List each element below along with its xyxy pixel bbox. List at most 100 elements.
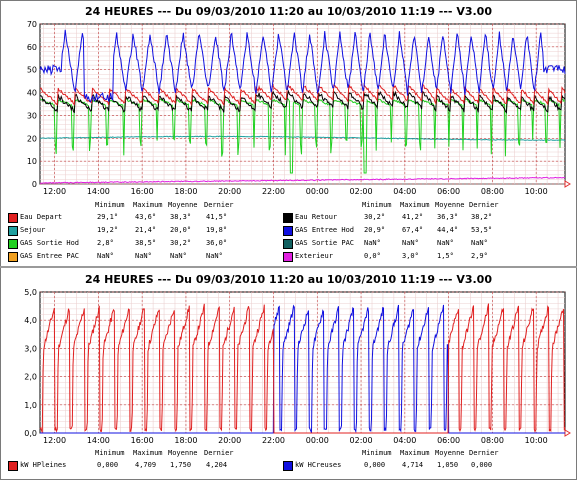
legend-value-dernier: 53,5° <box>471 226 493 234</box>
legend-header-maximum: Maximum <box>400 201 430 209</box>
legend-value-moyenne: 1,050 <box>437 461 459 469</box>
legend-header-moyenne: Moyenne <box>435 201 465 209</box>
legend-series-name: GAS Entree Hod <box>295 226 355 234</box>
power-y-tick-label: 2,0 <box>24 373 37 382</box>
legend-value-maximum: 67,4° <box>402 226 424 234</box>
legend-series-name: kW HCreuses <box>295 461 342 469</box>
legend-value-dernier: 0,000 <box>471 461 493 469</box>
legend-value-moyenne: 38,3° <box>170 213 192 221</box>
temperature-chart-title: 24 HEURES --- Du 09/03/2010 11:20 au 10/… <box>85 5 492 18</box>
power-x-tick-label: 14:00 <box>87 436 110 445</box>
legend-value-minimum: NaN° <box>364 239 381 247</box>
temperature-y-tick-label: 0 <box>32 180 37 189</box>
legend-item-exterieur: Exterieur 0,0° 3,0° 1,5° 2,9° <box>0 251 577 262</box>
legend-item-gas-sortie-pac: GAS Sortie PAC NaN° NaN° NaN° NaN° <box>0 238 577 249</box>
legend-value-dernier: 38,2° <box>471 213 493 221</box>
power-y-tick-label: 3,0 <box>24 344 37 353</box>
legend-header-moyenne: Moyenne <box>435 449 465 457</box>
series-line-exterieur <box>40 176 566 184</box>
temperature-x-tick-label: 04:00 <box>393 187 416 196</box>
legend-value-minimum: 0,0° <box>364 252 381 260</box>
legend-item-eau-depart: Eau Depart 29,1° 43,6° 38,3° 41,5° <box>0 212 577 223</box>
power-plot-area <box>39 291 566 434</box>
power-chart: 0,0 1,0 2,0 3,0 4,0 5,0 12:00 14:00 16:00 18:00 20… <box>24 288 571 445</box>
series-line-kw-hpleines <box>39 303 566 434</box>
legend-value-maximum: 4,709 <box>135 461 157 469</box>
legend-item-sejour: Sejour 19,2° 21,4° 20,0° 19,8° <box>0 225 577 236</box>
legend-value-dernier: 19,8° <box>206 226 228 234</box>
power-y-tick-label: 5,0 <box>24 288 37 297</box>
power-x-tick-label: 22:00 <box>262 436 285 445</box>
legend-value-maximum: 21,4° <box>135 226 157 234</box>
power-x-tick-label: 00:00 <box>306 436 329 445</box>
power-x-tick-label: 18:00 <box>174 436 197 445</box>
legend-series-name: GAS Sortie Hod <box>20 239 80 247</box>
legend-header-maximum: Maximum <box>400 449 430 457</box>
temperature-y-tick-label: 50 <box>27 66 37 75</box>
legend-value-moyenne: 36,3° <box>437 213 459 221</box>
legend-series-name: Sejour <box>20 226 46 234</box>
temperature-x-tick-label: 06:00 <box>437 187 460 196</box>
temperature-x-tick-label: 18:00 <box>174 187 197 196</box>
legend-item-gas-entree-pac: GAS Entree PAC NaN° NaN° NaN° NaN° <box>0 251 577 262</box>
legend-value-dernier: 36,0° <box>206 239 228 247</box>
temperature-x-tick-label: 08:00 <box>481 187 504 196</box>
legend-swatch <box>283 252 293 262</box>
legend-value-minimum: 0,000 <box>364 461 386 469</box>
legend-value-moyenne: NaN° <box>170 252 187 260</box>
temperature-x-tick-label: 14:00 <box>87 187 110 196</box>
power-x-tick-label: 16:00 <box>131 436 154 445</box>
power-x-tick-label: 12:00 <box>43 436 66 445</box>
legend-series-name: GAS Sortie PAC <box>295 239 355 247</box>
temperature-y-tick-label: 30 <box>27 111 37 120</box>
temperature-x-tick-label: 20:00 <box>218 187 241 196</box>
temperature-legend: Minimum Maximum Moyenne Dernier Minimum Maxim… <box>0 201 577 265</box>
legend-series-name: GAS Entree PAC <box>20 252 80 260</box>
legend-value-dernier: NaN° <box>206 252 223 260</box>
legend-header-minimum: Minimum <box>362 449 392 457</box>
legend-header-minimum: Minimum <box>95 449 125 457</box>
legend-value-dernier: 4,204 <box>206 461 228 469</box>
temperature-y-tick-label: 40 <box>27 89 37 98</box>
legend-value-moyenne: NaN° <box>437 239 454 247</box>
legend-value-minimum: 29,1° <box>97 213 119 221</box>
power-x-axis-arrow <box>564 429 571 437</box>
legend-swatch <box>283 226 293 236</box>
power-chart-title: 24 HEURES --- Du 09/03/2010 11:20 au 10/… <box>85 273 492 286</box>
legend-header-maximum: Maximum <box>133 201 163 209</box>
series-line-eau-depart <box>39 83 566 107</box>
legend-swatch <box>283 461 293 471</box>
legend-value-maximum: 41,2° <box>402 213 424 221</box>
legend-item-eau-retour: Eau Retour 30,2° 41,2° 36,3° 38,2° <box>0 212 577 223</box>
temperature-x-axis-arrow <box>564 180 571 188</box>
temperature-y-tick-label: 70 <box>27 20 37 29</box>
legend-value-moyenne: 1,750 <box>170 461 192 469</box>
legend-value-dernier: NaN° <box>471 239 488 247</box>
temperature-y-tick-label: 10 <box>27 157 37 166</box>
temperature-x-tick-label: 10:00 <box>525 187 548 196</box>
legend-value-minimum: NaN° <box>97 252 114 260</box>
temperature-x-tick-label: 12:00 <box>43 187 66 196</box>
legend-swatch <box>8 213 18 223</box>
power-y-tick-label: 1,0 <box>24 401 37 410</box>
legend-value-dernier: 41,5° <box>206 213 228 221</box>
temperature-x-tick-label: 02:00 <box>350 187 373 196</box>
legend-swatch <box>8 226 18 236</box>
legend-header-dernier: Dernier <box>204 201 234 209</box>
legend-series-name: Eau Retour <box>295 213 338 221</box>
power-x-tick-label: 10:00 <box>525 436 548 445</box>
legend-series-name: Eau Depart <box>20 213 63 221</box>
temperature-chart: 0 10 20 30 40 50 60 70 12:00 14:00 16:00 18:00 20:00… <box>27 20 571 196</box>
legend-value-maximum: 3,0° <box>402 252 419 260</box>
legend-swatch <box>283 213 293 223</box>
legend-value-moyenne: 30,2° <box>170 239 192 247</box>
series-line-eau-retour <box>39 89 566 114</box>
legend-swatch <box>8 461 18 471</box>
legend-header-moyenne: Moyenne <box>168 201 198 209</box>
temperature-x-tick-label: 00:00 <box>306 187 329 196</box>
legend-swatch <box>283 239 293 249</box>
power-x-tick-label: 06:00 <box>437 436 460 445</box>
legend-value-moyenne: 20,0° <box>170 226 192 234</box>
power-x-tick-label: 04:00 <box>393 436 416 445</box>
legend-value-maximum: 43,6° <box>135 213 157 221</box>
